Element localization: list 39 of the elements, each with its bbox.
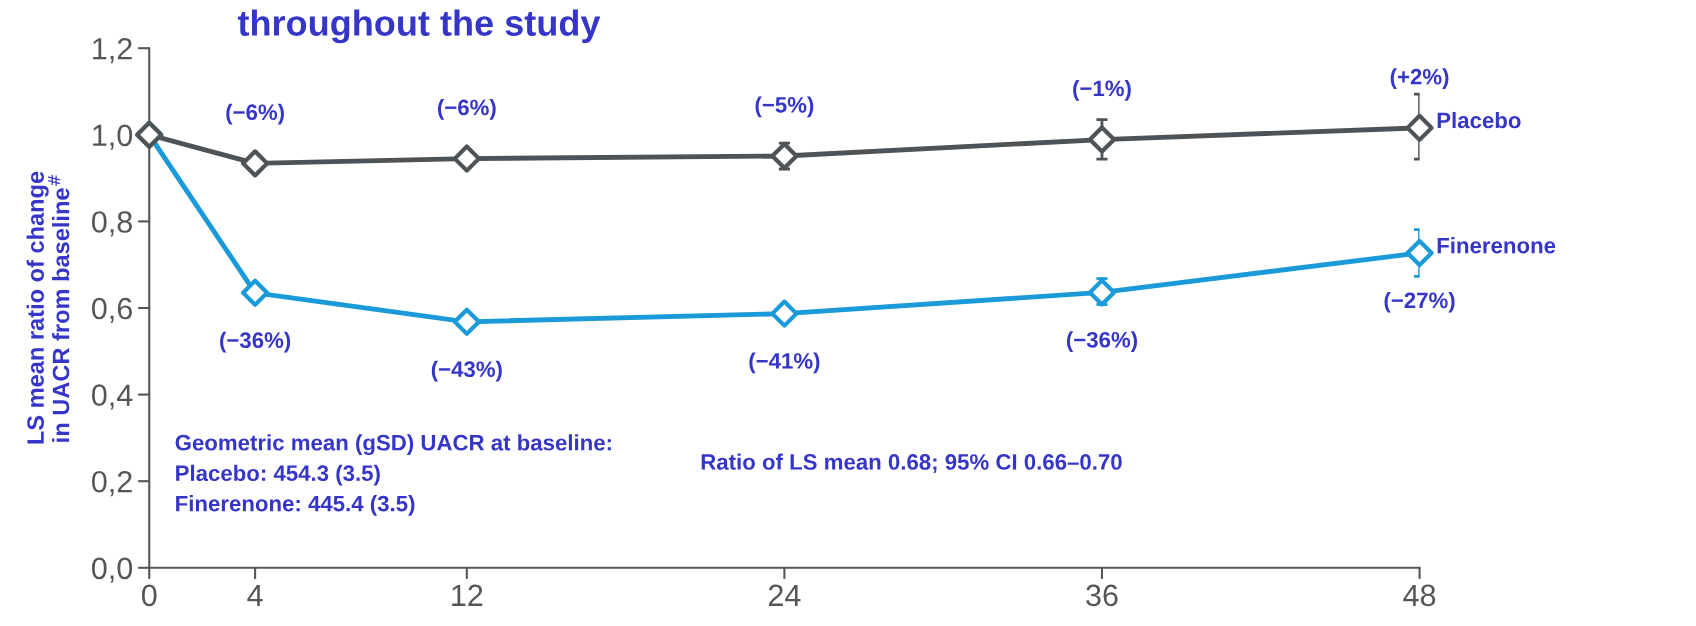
point	[1405, 113, 1434, 142]
annotation: (−5%)	[755, 96, 814, 118]
y-tick-label: 0,4	[92, 384, 133, 410]
annotation: Geometric mean (gSD) UACR at baseline: Placebo: 454.3 (3.5) Finerenone: 445.4 (3.5)	[175, 434, 611, 516]
annotation: (−6%)	[226, 103, 284, 125]
annotation: (−36%)	[1066, 331, 1137, 353]
x-tick-label: 24	[768, 584, 801, 606]
annotation: (−36%)	[220, 331, 291, 353]
annotation: (−43%)	[431, 360, 502, 382]
series-label: Placebo	[1437, 111, 1521, 129]
x-tick-label: 12	[452, 584, 483, 606]
y-axis-title: LS mean ratio of change in UACR from baseline$^{#}$	[26, 171, 70, 444]
point	[770, 141, 799, 171]
point	[1087, 278, 1117, 307]
annotation: (−6%)	[437, 99, 496, 120]
y-tick-label: 0,6	[92, 297, 132, 323]
y-tick-label: 1,0	[93, 124, 133, 150]
annotation: (+2%)	[1390, 68, 1449, 89]
y-tick-label: 0,0	[92, 557, 133, 583]
y-tick-label: 0,8	[92, 211, 132, 237]
x-tick-label: 48	[1403, 584, 1436, 607]
point	[240, 278, 270, 307]
point	[452, 307, 481, 336]
x-tick-label: 36	[1086, 584, 1118, 607]
annotation: (−27%)	[1384, 291, 1455, 313]
chart-title: throughout the study	[237, 9, 601, 44]
point	[1087, 125, 1117, 154]
annotation: Ratio of LS mean 0.68; 95% CI 0.66–0.70	[701, 453, 1122, 474]
x-tick-label: 4	[247, 584, 263, 606]
point	[1405, 238, 1434, 268]
point	[452, 144, 481, 173]
annotation: (−1%)	[1073, 79, 1131, 101]
annotation: (−41%)	[749, 352, 820, 374]
series-label: Finerenone	[1437, 237, 1556, 254]
point	[770, 299, 799, 328]
y-tick-label: 1,2	[93, 37, 132, 64]
x-tick-label: 0	[141, 584, 157, 607]
y-tick-label: 0,2	[92, 470, 132, 497]
point	[240, 149, 270, 178]
